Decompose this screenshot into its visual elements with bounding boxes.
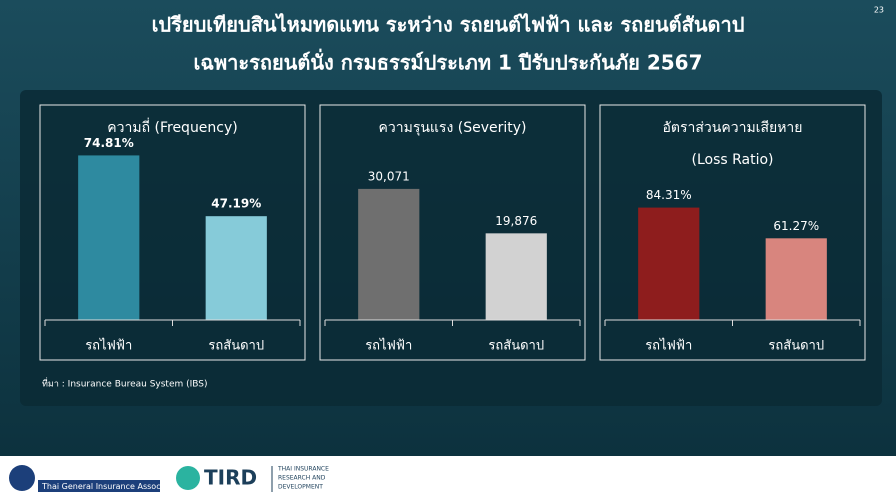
association-logo <box>9 465 35 491</box>
tird-line: RESEARCH AND <box>278 475 326 482</box>
bar <box>765 238 827 320</box>
chart-panel <box>599 104 866 361</box>
bar <box>205 216 267 320</box>
chart-panel <box>319 104 586 361</box>
x-tick-label: รถสันดาป <box>768 339 824 354</box>
page-number: 23 <box>874 6 884 15</box>
tird-line: THAI INSURANCE <box>277 466 329 473</box>
tird-logo <box>176 466 200 490</box>
value-label: 84.31% <box>646 188 692 202</box>
association-en: Thai General Insurance Association <box>41 482 183 491</box>
bar <box>358 188 420 320</box>
bar <box>78 155 140 320</box>
chart-title: (Loss Ratio) <box>691 152 773 168</box>
x-tick-label: รถสันดาป <box>208 339 264 354</box>
x-tick-label: รถสันดาป <box>488 339 544 354</box>
chart-title: ความรุนแรง (Severity) <box>379 120 527 136</box>
x-tick-label: รถไฟฟ้า <box>85 338 132 354</box>
bar <box>485 233 547 320</box>
value-label: 74.81% <box>84 136 134 150</box>
value-label: 61.27% <box>773 219 819 233</box>
chart-panel <box>39 104 306 361</box>
chart-title: ความถี่ (Frequency) <box>107 118 238 136</box>
title-line: เปรียบเทียบสินไหมทดแทน ระหว่าง รถยนต์ไฟฟ… <box>152 13 745 37</box>
title-line: เฉพาะรถยนต์นั่ง กรมธรรม์ประเภท 1 ปีรับปร… <box>193 48 702 75</box>
value-label: 19,876 <box>495 214 537 228</box>
value-label: 30,071 <box>368 169 410 183</box>
x-tick-label: รถไฟฟ้า <box>365 338 412 354</box>
source: ที่มา : Insurance Bureau System (IBS) <box>42 377 208 390</box>
association-th: สมาคมประกันวินาศภัยไทย <box>40 463 179 478</box>
content-panel <box>20 90 882 406</box>
bar <box>638 207 700 320</box>
x-tick-label: รถไฟฟ้า <box>645 338 692 354</box>
footer-bar <box>0 456 896 500</box>
chart-title: อัตราส่วนความเสียหาย <box>663 120 803 136</box>
tird-line: DEVELOPMENT <box>278 484 323 491</box>
value-label: 47.19% <box>211 197 261 211</box>
association-en-bg <box>38 480 160 492</box>
tird: TIRD <box>204 466 257 490</box>
